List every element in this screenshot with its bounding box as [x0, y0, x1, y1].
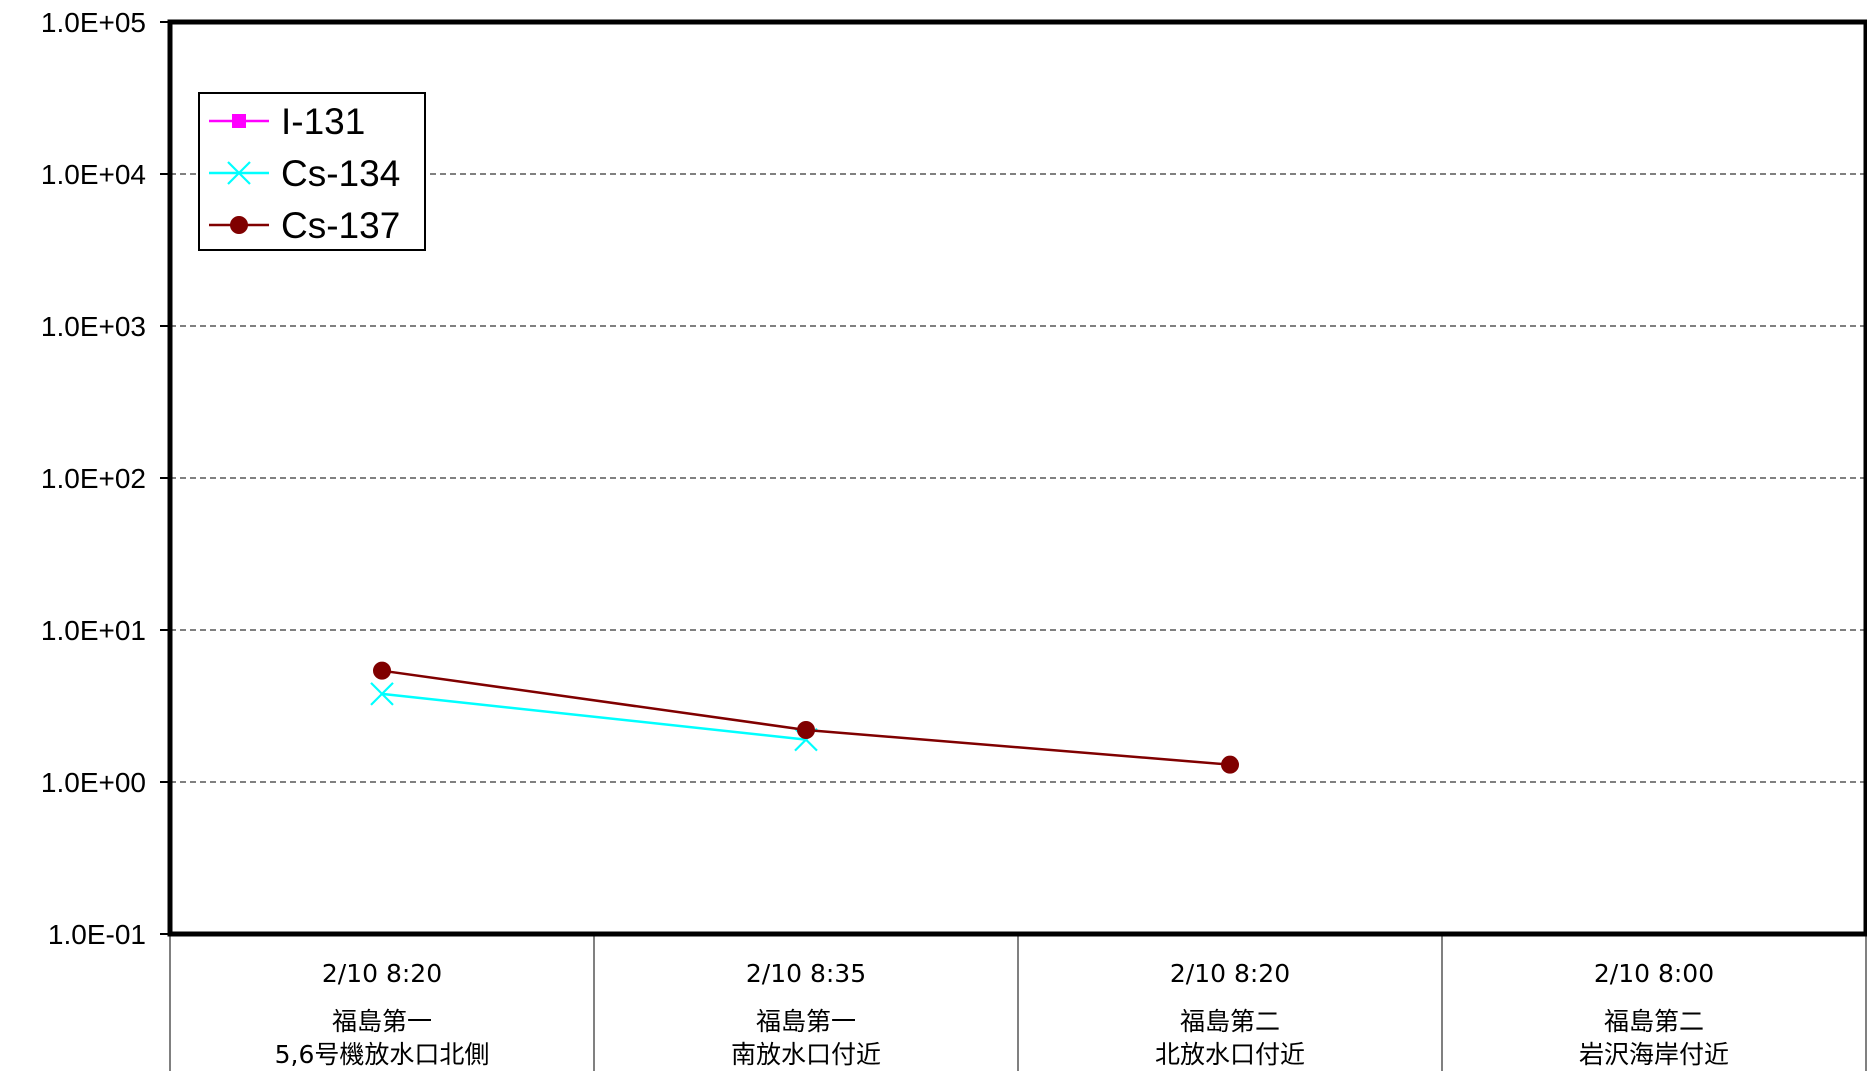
y-tick-label: 1.0E-01 [48, 919, 146, 950]
series-cs-134 [370, 682, 818, 752]
y-tick-label: 1.0E+03 [41, 311, 146, 342]
legend-label: Cs-134 [281, 153, 400, 194]
y-tick-label: 1.0E+05 [41, 7, 146, 38]
legend-item-i-131: I-131 [209, 101, 365, 142]
data-point-cs-137 [373, 661, 391, 680]
x-label-site: 福島第一 [332, 1007, 432, 1036]
y-axis-tick-labels: 1.0E-01 1.0E+00 1.0E+01 1.0E+02 1.0E+03 1.0E+… [41, 7, 170, 950]
x-label-time: 2/10 8:35 [746, 959, 866, 988]
y-tick-label: 1.0E+01 [41, 615, 146, 646]
x-label-site: 福島第二 [1604, 1007, 1704, 1036]
legend-marker [232, 114, 246, 128]
x-label-site: 福島第一 [756, 1007, 856, 1036]
series-cs-137 [373, 661, 1239, 774]
legend-label: I-131 [281, 101, 365, 142]
category-dividers [169, 934, 1867, 1071]
legend-item-cs-134: Cs-134 [209, 153, 400, 194]
legend: I-131 Cs-134 Cs-137 [198, 92, 426, 251]
legend-item-cs-137: Cs-137 [209, 205, 400, 246]
data-point-cs-137 [1221, 755, 1239, 774]
data-point-cs-137 [797, 720, 815, 739]
x-label-location: 5,6号機放水口北側 [275, 1040, 490, 1069]
y-tick-label: 1.0E+04 [41, 159, 146, 190]
legend-marker [227, 161, 251, 185]
series-line-cs-137 [381, 669, 1231, 766]
data-point-cs-134 [370, 682, 394, 706]
grid-lines [170, 173, 1866, 783]
x-label-time: 2/10 8:20 [1170, 959, 1290, 988]
x-label-location: 岩沢海岸付近 [1579, 1040, 1729, 1069]
x-label-location: 南放水口付近 [731, 1040, 881, 1069]
y-tick-label: 1.0E+00 [41, 767, 146, 798]
x-label-location: 北放水口付近 [1155, 1040, 1305, 1069]
legend-marker [230, 216, 248, 234]
legend-label: Cs-137 [281, 205, 400, 246]
x-axis-category-labels: 2/10 8:20 福島第一 5,6号機放水口北側 2/10 8:35 福島第一南放水口… [275, 959, 1729, 1069]
x-label-time: 2/10 8:20 [322, 959, 442, 988]
x-label-site: 福島第二 [1180, 1007, 1280, 1036]
series-layer [370, 661, 1239, 774]
series-line-cs-134 [381, 692, 807, 741]
x-label-time: 2/10 8:00 [1594, 959, 1714, 988]
y-tick-label: 1.0E+02 [41, 463, 146, 494]
